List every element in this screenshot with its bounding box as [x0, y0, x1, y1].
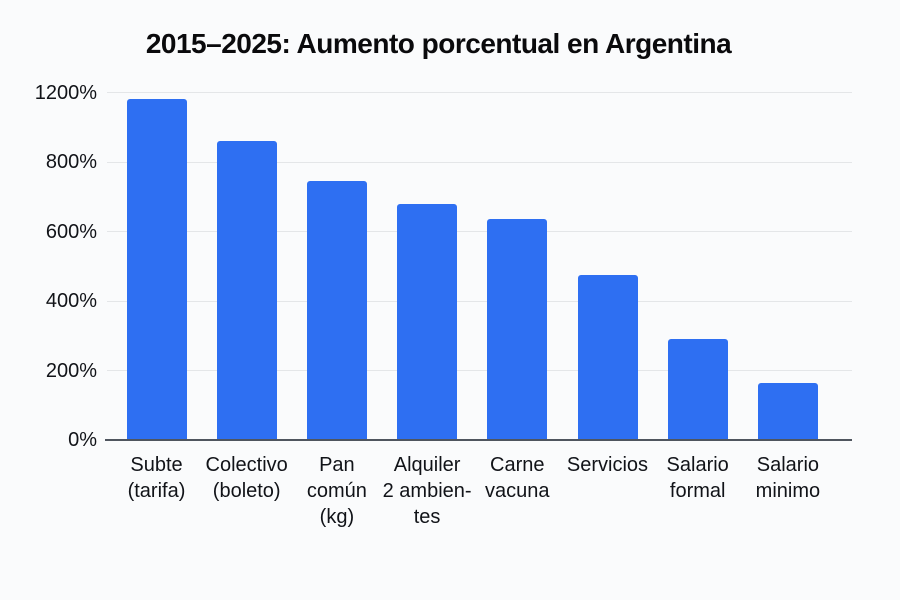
y-axis-tick-label: 400% [45, 290, 97, 312]
y-axis-tick-label: 200% [45, 359, 97, 382]
category-label: Salario minimo [728, 452, 848, 504]
category-label: Subte (tarifa) [97, 452, 217, 504]
category-label-line: formal [669, 480, 726, 502]
bar [126, 99, 187, 440]
category-label-line: (boleto) [212, 480, 281, 502]
category-label: Pan común (kg) [277, 452, 397, 530]
y-axis-tick-label: 0% [68, 429, 97, 451]
bar [757, 382, 818, 440]
bar [487, 219, 548, 440]
bar [397, 203, 458, 440]
category-label-line: vacuna [485, 480, 550, 502]
y-axis-tick-label: 1200% [34, 81, 97, 104]
bar [667, 339, 728, 440]
category-label: Colectivo (boleto) [187, 452, 307, 504]
category-label-line: Alquiler [393, 454, 461, 476]
category-label-line: Pan [319, 454, 355, 476]
category-label-line: minimo [755, 480, 821, 502]
category-label-line: tes [413, 506, 441, 528]
category-label-line: común [306, 480, 367, 502]
category-label-line: Colectivo [205, 454, 288, 476]
x-axis-line [105, 439, 852, 441]
category-label-line: (tarifa) [127, 480, 186, 502]
gridline [107, 161, 852, 163]
category-label-line: Servicios [566, 454, 649, 476]
y-axis-tick-label: 600% [45, 220, 97, 243]
chart-title: 2015–2025: Aumento porcentual en Argenti… [145, 28, 732, 59]
category-label-line: Salario [756, 454, 820, 476]
category-label-line: Salario [666, 454, 729, 476]
gridline [107, 92, 852, 93]
category-label-line: 2 ambien- [382, 480, 472, 502]
gridline [107, 231, 852, 232]
bar [216, 141, 277, 440]
gridline [107, 370, 852, 371]
category-label: Servicios [548, 452, 668, 478]
category-label: Alquiler 2 ambien-tes [367, 452, 487, 530]
category-label-line: Carne [490, 454, 545, 476]
gridline [107, 300, 852, 302]
y-axis-tick-label: 800% [45, 151, 97, 173]
category-label-line: (kg) [319, 506, 355, 528]
category-label: Carne vacuna [457, 452, 577, 504]
category-label-line: Subte [130, 454, 183, 476]
category-label: Salario formal [638, 452, 758, 504]
bar [577, 274, 638, 440]
bar [306, 181, 367, 440]
